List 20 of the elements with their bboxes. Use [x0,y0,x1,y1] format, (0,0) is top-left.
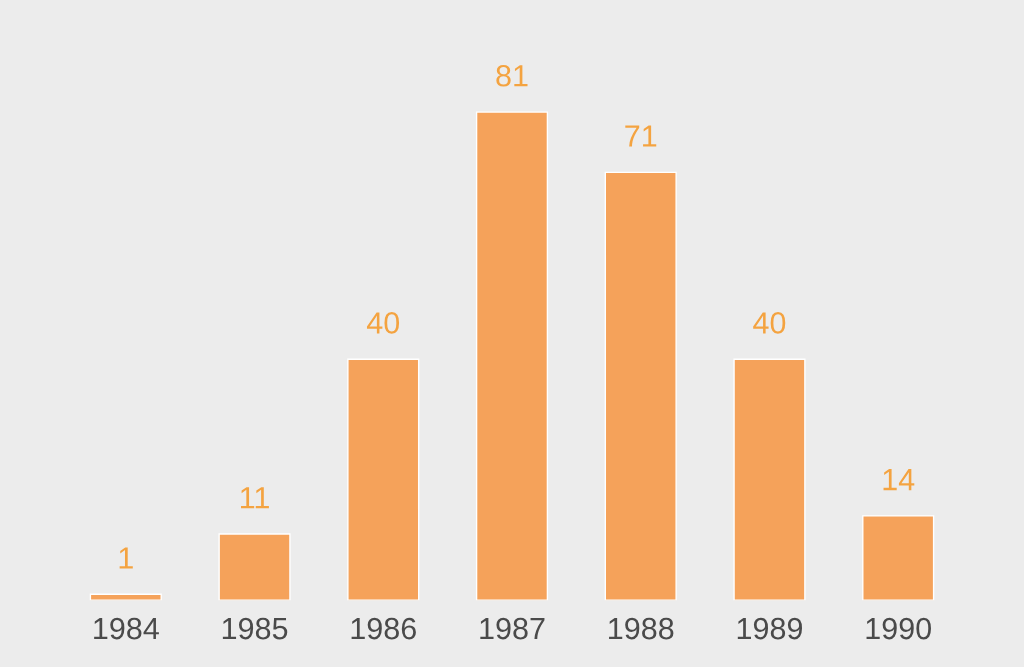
x-tick-label: 1985 [222,617,288,640]
x-tick-label: 1990 [866,617,931,640]
data-label: 1 [119,547,133,569]
data-label: 71 [625,125,657,147]
data-label: 81 [496,64,528,87]
data-label: 14 [883,469,915,491]
x-tick-label: 1987 [480,617,545,640]
bar [347,358,420,601]
x-tick-label: 1986 [351,617,416,640]
bar [475,111,549,601]
data-label: 40 [366,312,400,334]
bar [733,358,806,601]
x-tick-label: 1988 [609,617,674,640]
x-tick-label: 1984 [94,617,159,640]
bar [862,515,935,601]
x-tick-label: 1989 [737,617,803,640]
data-label: 40 [753,312,786,334]
bar [604,171,677,601]
bar [218,533,291,601]
data-label: 11 [241,487,269,509]
